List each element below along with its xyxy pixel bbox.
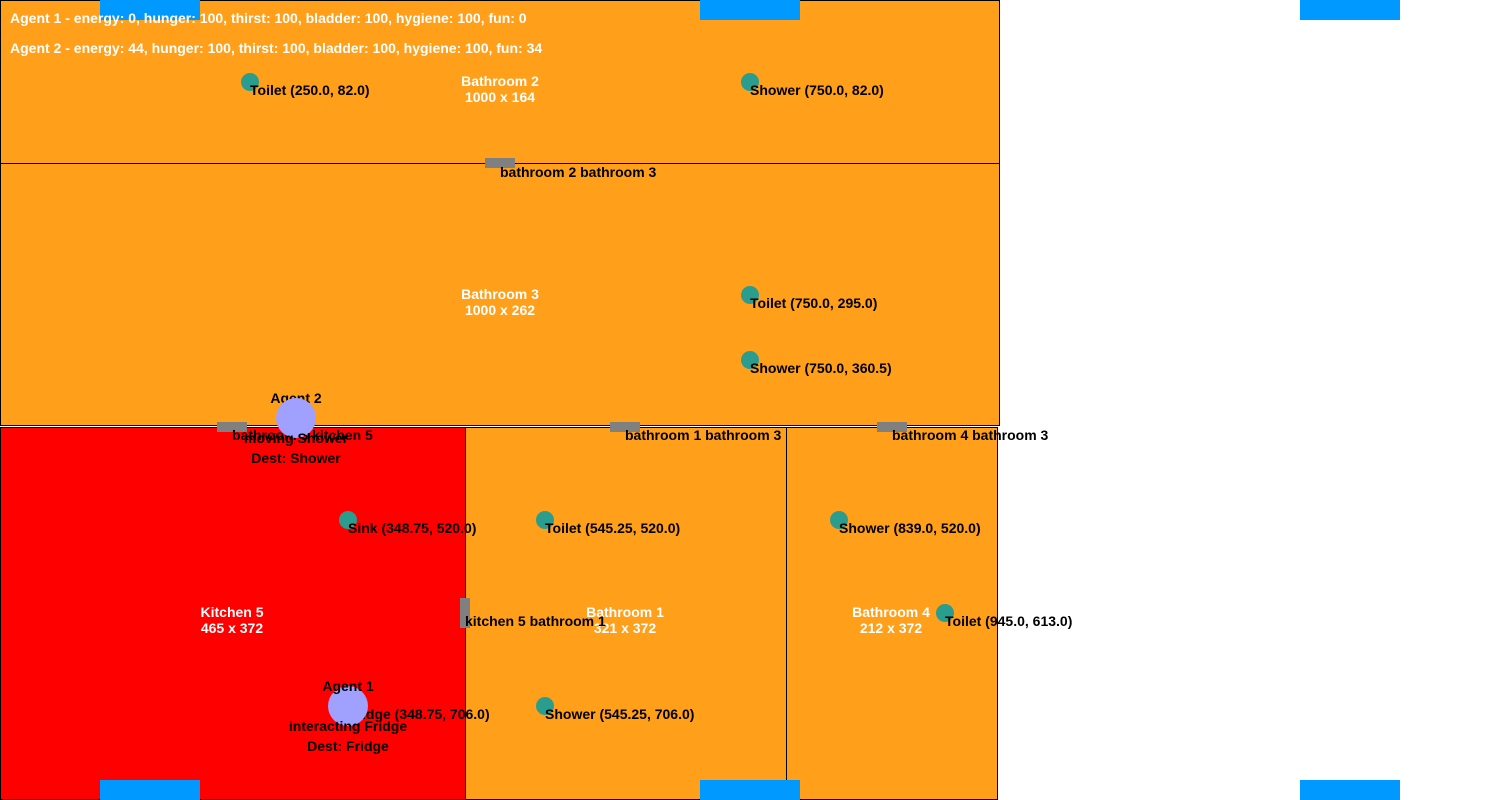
room-label-bathroom-4: Bathroom 4 212 x 372 [852,604,930,636]
window [700,0,800,20]
room-bathroom-1 [465,427,787,800]
window [100,0,200,20]
room-name: Bathroom 4 [852,604,930,620]
room-label-bathroom-2: Bathroom 2 1000 x 164 [461,73,539,105]
shower-icon[interactable] [830,511,848,529]
room-bathroom-2 [0,0,1000,164]
object-label: Toilet (945.0, 613.0) [945,613,1073,629]
agent-state: interacting Fridge [288,718,408,734]
door-label: bathroom 2 bathroom 3 [500,164,657,180]
shower-icon[interactable] [536,697,554,715]
room-size: 1000 x 262 [464,302,536,318]
room-bathroom-3 [0,163,1000,426]
room-name: Bathroom 3 [461,286,539,302]
object-label: Shower (839.0, 520.0) [839,520,981,536]
room-size: 212 x 372 [859,620,923,636]
object-label: Fridge (348.75, 706.0) [348,706,490,722]
agent-destination: Dest: Fridge [307,738,389,754]
door-label: kitchen 5 bathroom 1 [465,613,606,629]
object-label: Toilet (545.25, 520.0) [545,520,681,536]
sink-icon[interactable] [339,511,357,529]
object-label: Sink (348.75, 520.0) [348,520,477,536]
toilet-icon[interactable] [536,511,554,529]
window [700,780,800,800]
room-label-kitchen-5: Kitchen 5 465 x 372 [200,604,263,636]
object-label: Toilet (750.0, 295.0) [750,295,878,311]
door-kitchen-5-bathroom-1 [460,598,470,628]
room-name: Kitchen 5 [200,604,264,620]
toilet-icon[interactable] [936,604,954,622]
toilet-icon[interactable] [741,286,759,304]
door-bathroom-1-bathroom-3 [610,422,640,432]
room-size: 321 x 372 [593,620,657,636]
agent-1-status: Agent 1 - energy: 0, hunger: 100, thirst… [10,10,527,26]
object-label: Toilet (250.0, 82.0) [250,82,370,98]
room-name: Bathroom 2 [461,73,539,89]
room-bathroom-4 [786,427,998,800]
room-label-bathroom-3: Bathroom 3 1000 x 262 [461,286,539,318]
object-label: Shower (545.25, 706.0) [545,706,695,722]
object-label: Shower (750.0, 360.5) [750,360,892,376]
room-size: 465 x 372 [200,620,264,636]
door-bathroom-3-kitchen-5 [217,422,247,432]
room-size: 1000 x 164 [464,89,536,105]
agent-2-avatar[interactable] [276,398,316,438]
window [100,780,200,800]
door-bathroom-2-bathroom-3 [485,158,515,168]
agent-state: moving Shower [243,430,349,446]
agent-1-avatar[interactable] [328,686,368,726]
object-label: Shower (750.0, 82.0) [750,82,884,98]
agent-destination: Dest: Shower [251,450,341,466]
toilet-icon[interactable] [241,73,259,91]
door-label: bathroom 4 bathroom 3 [892,427,1049,443]
room-label-bathroom-1: Bathroom 1 321 x 372 [586,604,664,636]
agent-name: Agent 1 [322,678,374,694]
window [1300,780,1400,800]
shower-icon[interactable] [741,73,759,91]
window [1300,0,1400,20]
door-bathroom-4-bathroom-3 [877,422,907,432]
agent-2-status: Agent 2 - energy: 44, hunger: 100, thirs… [10,40,543,56]
room-name: Bathroom 1 [586,604,664,620]
door-label: bathroom 1 bathroom 3 [625,427,782,443]
shower-icon[interactable] [741,351,759,369]
